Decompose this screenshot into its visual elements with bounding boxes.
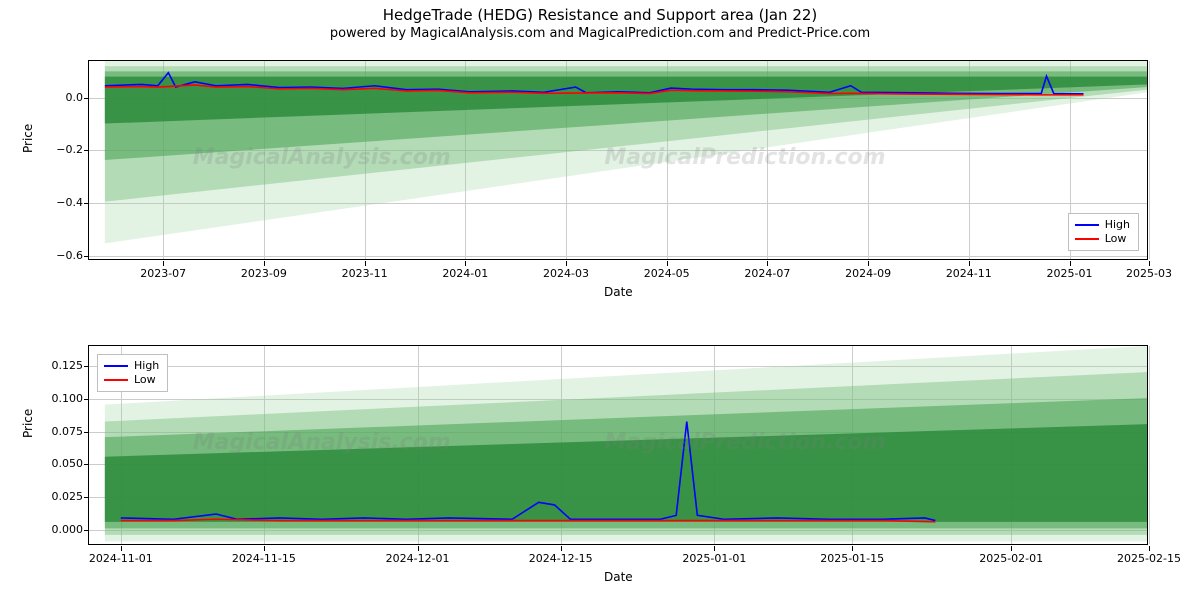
x-tick-label: 2023-07 [128,267,198,280]
x-axis-label: Date [604,570,633,584]
legend-swatch [104,365,128,367]
y-tick-label: 0.125 [41,359,83,372]
y-tick-label: 0.075 [41,425,83,438]
y-tick-label: −0.6 [41,249,83,262]
x-axis-label: Date [604,285,633,299]
x-tick [667,261,668,266]
x-tick-label: 2024-11 [934,267,1004,280]
x-tick [1011,546,1012,551]
x-tick [1070,261,1071,266]
x-tick [1149,261,1150,266]
bottom-chart-panel: 0.0000.0250.0500.0750.1000.1252024-11-01… [88,345,1148,545]
y-axis-label: Price [21,409,35,438]
title-block: HedgeTrade (HEDG) Resistance and Support… [0,0,1200,41]
legend-item-high: High [1075,218,1130,232]
chart-svg [89,61,1147,259]
y-tick-label: 0.025 [41,490,83,503]
x-tick-label: 2023-11 [330,267,400,280]
x-tick-label: 2023-09 [229,267,299,280]
x-tick-label: 2025-02-01 [976,552,1046,565]
x-tick-label: 2024-07 [732,267,802,280]
x-tick-label: 2024-11-01 [86,552,156,565]
x-tick-label: 2024-09 [833,267,903,280]
y-tick-label: 0.000 [41,523,83,536]
x-tick-label: 2025-03 [1114,267,1184,280]
x-tick-label: 2024-12-15 [526,552,596,565]
y-tick-label: 0.050 [41,457,83,470]
x-tick-label: 2025-01 [1035,267,1105,280]
x-tick [852,546,853,551]
x-tick [264,546,265,551]
x-tick-label: 2025-01-01 [679,552,749,565]
x-tick [714,546,715,551]
x-tick-label: 2024-12-01 [383,552,453,565]
x-tick [465,261,466,266]
y-axis-label: Price [21,124,35,153]
x-tick [767,261,768,266]
x-tick [264,261,265,266]
y-tick-label: 0.100 [41,392,83,405]
legend-swatch [104,379,128,381]
x-tick-label: 2025-01-15 [817,552,887,565]
x-tick [566,261,567,266]
x-tick-label: 2024-01 [430,267,500,280]
top-chart-panel: 0.0−0.2−0.4−0.62023-072023-092023-112024… [88,60,1148,260]
y-tick-label: −0.2 [41,143,83,156]
x-tick [561,546,562,551]
y-tick-label: −0.4 [41,196,83,209]
legend-swatch [1075,224,1099,226]
x-tick [163,261,164,266]
x-tick [365,261,366,266]
chart-subtitle: powered by MagicalAnalysis.com and Magic… [0,26,1200,41]
legend-item-high: High [104,359,159,373]
x-tick [418,546,419,551]
legend-item-low: Low [104,373,159,387]
legend: HighLow [97,354,168,392]
legend: HighLow [1068,213,1139,251]
chart-svg [89,346,1147,544]
x-tick-label: 2025-02-15 [1114,552,1184,565]
x-tick [868,261,869,266]
legend-label: High [134,359,159,373]
grid-line [1149,346,1150,544]
y-tick-label: 0.0 [41,91,83,104]
legend-label: Low [1105,232,1127,246]
legend-item-low: Low [1075,232,1130,246]
x-tick-label: 2024-03 [531,267,601,280]
grid-line [1149,61,1150,259]
legend-swatch [1075,238,1099,240]
chart-title: HedgeTrade (HEDG) Resistance and Support… [0,6,1200,24]
x-tick [969,261,970,266]
x-tick-label: 2024-05 [632,267,702,280]
x-tick-label: 2024-11-15 [229,552,299,565]
legend-label: High [1105,218,1130,232]
x-tick [121,546,122,551]
legend-label: Low [134,373,156,387]
x-tick [1149,546,1150,551]
